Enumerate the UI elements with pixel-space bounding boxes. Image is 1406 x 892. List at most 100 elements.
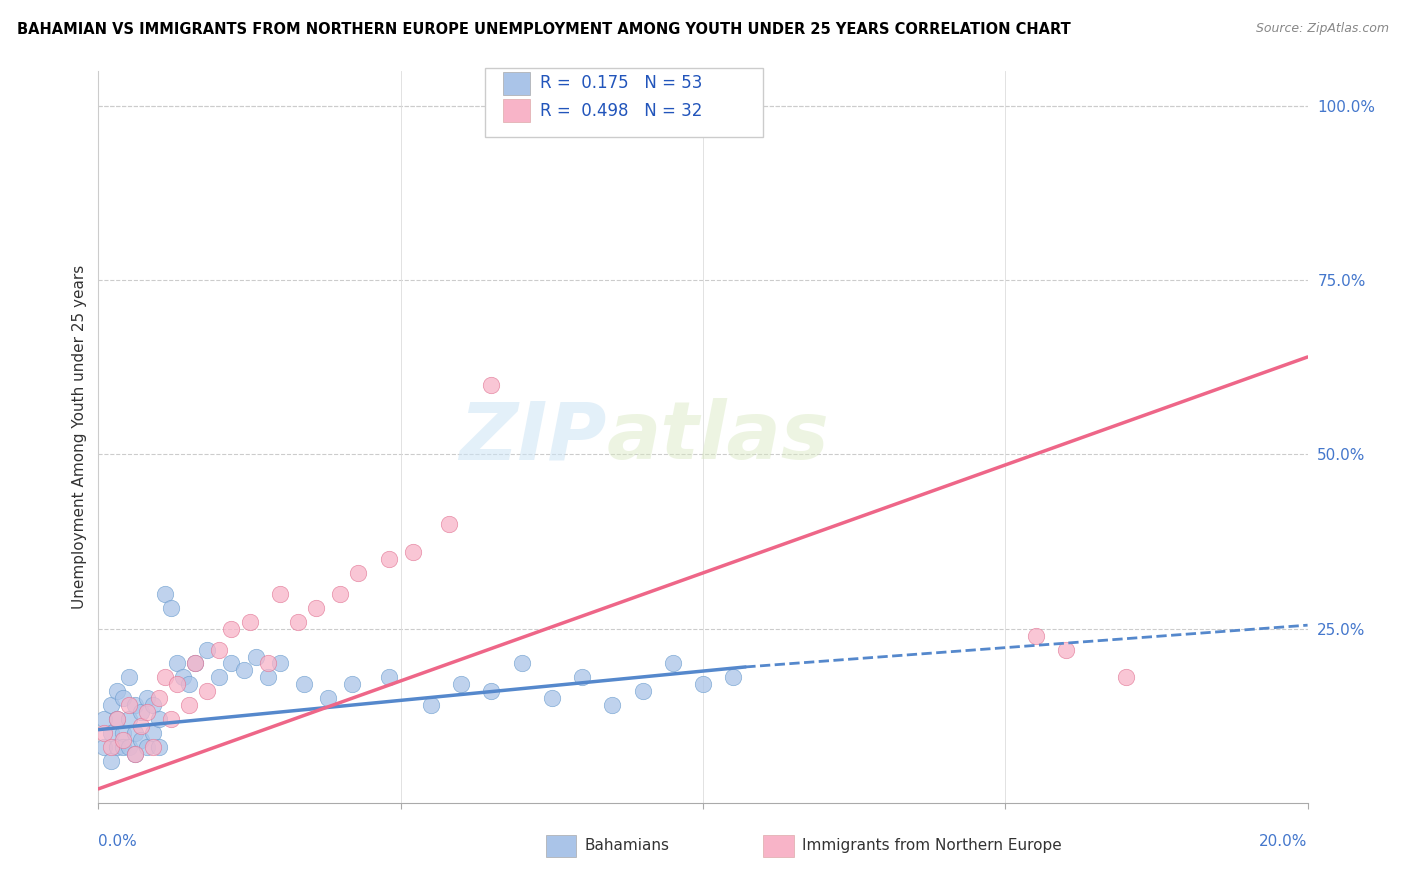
Point [245, 649, 267, 664]
Point [347, 566, 370, 580]
Point [402, 545, 425, 559]
Text: 0.0%: 0.0% [98, 833, 138, 848]
Point [179, 677, 201, 691]
Y-axis label: Unemployment Among Youth under 25 years: Unemployment Among Youth under 25 years [72, 265, 87, 609]
Point [195, 642, 218, 657]
Point [105, 684, 128, 698]
Point [142, 740, 165, 755]
Point [129, 733, 152, 747]
Text: R =  0.498   N = 32: R = 0.498 N = 32 [540, 102, 702, 120]
Point [692, 677, 714, 691]
Point [153, 587, 176, 601]
Point [166, 677, 188, 691]
Point [208, 642, 231, 657]
Point [1054, 642, 1077, 657]
Point [100, 754, 122, 768]
Point [105, 740, 128, 755]
Point [510, 657, 533, 671]
Point [184, 657, 207, 671]
Point [142, 698, 165, 713]
Point [135, 705, 157, 719]
Text: Bahamians: Bahamians [585, 838, 669, 854]
Point [124, 747, 146, 761]
Point [256, 657, 278, 671]
Point [232, 664, 254, 678]
Point [105, 712, 128, 726]
Text: Immigrants from Northern Europe: Immigrants from Northern Europe [803, 838, 1062, 854]
Point [195, 684, 218, 698]
Point [100, 726, 122, 740]
Point [124, 698, 146, 713]
Point [142, 726, 165, 740]
Point [661, 657, 683, 671]
Point [540, 691, 562, 706]
Point [179, 698, 201, 713]
Point [269, 657, 291, 671]
Point [420, 698, 443, 713]
Point [100, 740, 122, 755]
Point [111, 733, 134, 747]
Point [148, 740, 170, 755]
Text: atlas: atlas [606, 398, 830, 476]
Point [481, 684, 503, 698]
Point [160, 712, 183, 726]
Point [93, 726, 115, 740]
Point [437, 517, 460, 532]
Point [305, 600, 328, 615]
Point [208, 670, 231, 684]
Point [1115, 670, 1137, 684]
Point [166, 657, 188, 671]
Point [256, 670, 278, 684]
Text: R =  0.175   N = 53: R = 0.175 N = 53 [540, 74, 702, 92]
Point [269, 587, 291, 601]
Point [221, 657, 243, 671]
Point [93, 740, 115, 755]
Point [377, 670, 399, 684]
Text: Source: ZipAtlas.com: Source: ZipAtlas.com [1256, 22, 1389, 36]
Point [118, 670, 141, 684]
Point [160, 600, 183, 615]
Point [450, 677, 472, 691]
Point [723, 670, 745, 684]
Point [148, 691, 170, 706]
Point [124, 726, 146, 740]
Point [129, 705, 152, 719]
Point [111, 691, 134, 706]
Point [100, 698, 122, 713]
Point [118, 712, 141, 726]
Point [111, 726, 134, 740]
Point [111, 740, 134, 755]
Point [124, 747, 146, 761]
Point [118, 698, 141, 713]
Point [221, 622, 243, 636]
Point [153, 670, 176, 684]
Point [481, 377, 503, 392]
FancyBboxPatch shape [503, 71, 530, 95]
Text: ZIP: ZIP [458, 398, 606, 476]
Point [239, 615, 262, 629]
Point [571, 670, 593, 684]
Text: 20.0%: 20.0% [1260, 833, 1308, 848]
Point [135, 740, 157, 755]
Point [105, 712, 128, 726]
FancyBboxPatch shape [763, 835, 794, 857]
Point [1024, 629, 1046, 643]
Point [377, 552, 399, 566]
Point [316, 691, 339, 706]
Point [93, 712, 115, 726]
Point [148, 712, 170, 726]
Point [631, 684, 654, 698]
FancyBboxPatch shape [503, 99, 530, 122]
Point [184, 657, 207, 671]
Point [287, 615, 309, 629]
Point [129, 719, 152, 733]
Point [342, 677, 364, 691]
Point [602, 698, 624, 713]
Point [292, 677, 315, 691]
Point [172, 670, 194, 684]
Text: BAHAMIAN VS IMMIGRANTS FROM NORTHERN EUROPE UNEMPLOYMENT AMONG YOUTH UNDER 25 YE: BAHAMIAN VS IMMIGRANTS FROM NORTHERN EUR… [17, 22, 1070, 37]
Point [329, 587, 352, 601]
Point [118, 740, 141, 755]
FancyBboxPatch shape [485, 68, 763, 137]
FancyBboxPatch shape [546, 835, 576, 857]
